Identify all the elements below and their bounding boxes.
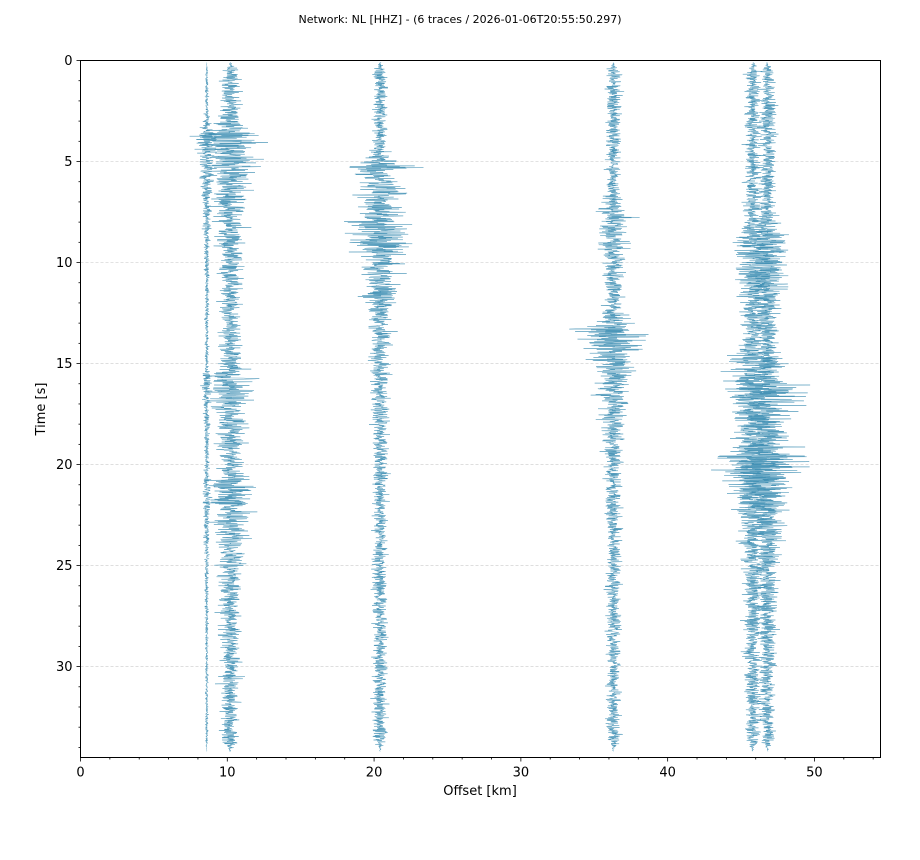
traces xyxy=(189,62,811,752)
seismic-trace xyxy=(725,62,811,752)
plot-frame xyxy=(80,60,881,758)
x-axis-label: Offset [km] xyxy=(443,784,517,799)
seismic-trace xyxy=(189,62,269,752)
y-tick-label: 5 xyxy=(64,155,72,170)
y-axis-label: Time [s] xyxy=(34,383,49,437)
axis-ticks: 0 5 10 15 20 25 30 0 10 20 30 40 50 xyxy=(56,54,874,781)
y-tick-label: 10 xyxy=(56,256,73,271)
x-tick-label: 50 xyxy=(806,766,823,781)
seismic-trace xyxy=(196,62,218,752)
y-tick-label: 15 xyxy=(56,357,73,372)
x-tick-label: 20 xyxy=(366,766,383,781)
seismic-trace xyxy=(344,62,424,752)
seismic-trace xyxy=(711,62,793,752)
x-tick-label: 40 xyxy=(659,766,676,781)
y-tick-label: 0 xyxy=(64,54,72,69)
y-tick-label: 30 xyxy=(56,660,73,675)
x-tick-label: 0 xyxy=(76,766,84,781)
y-tick-label: 25 xyxy=(56,559,73,574)
x-tick-label: 10 xyxy=(219,766,236,781)
y-tick-label: 20 xyxy=(56,458,73,473)
x-tick-label: 30 xyxy=(513,766,530,781)
chart-title: Network: NL [HHZ] - (6 traces / 2026-01-… xyxy=(298,13,622,26)
seismic-trace xyxy=(569,62,649,752)
